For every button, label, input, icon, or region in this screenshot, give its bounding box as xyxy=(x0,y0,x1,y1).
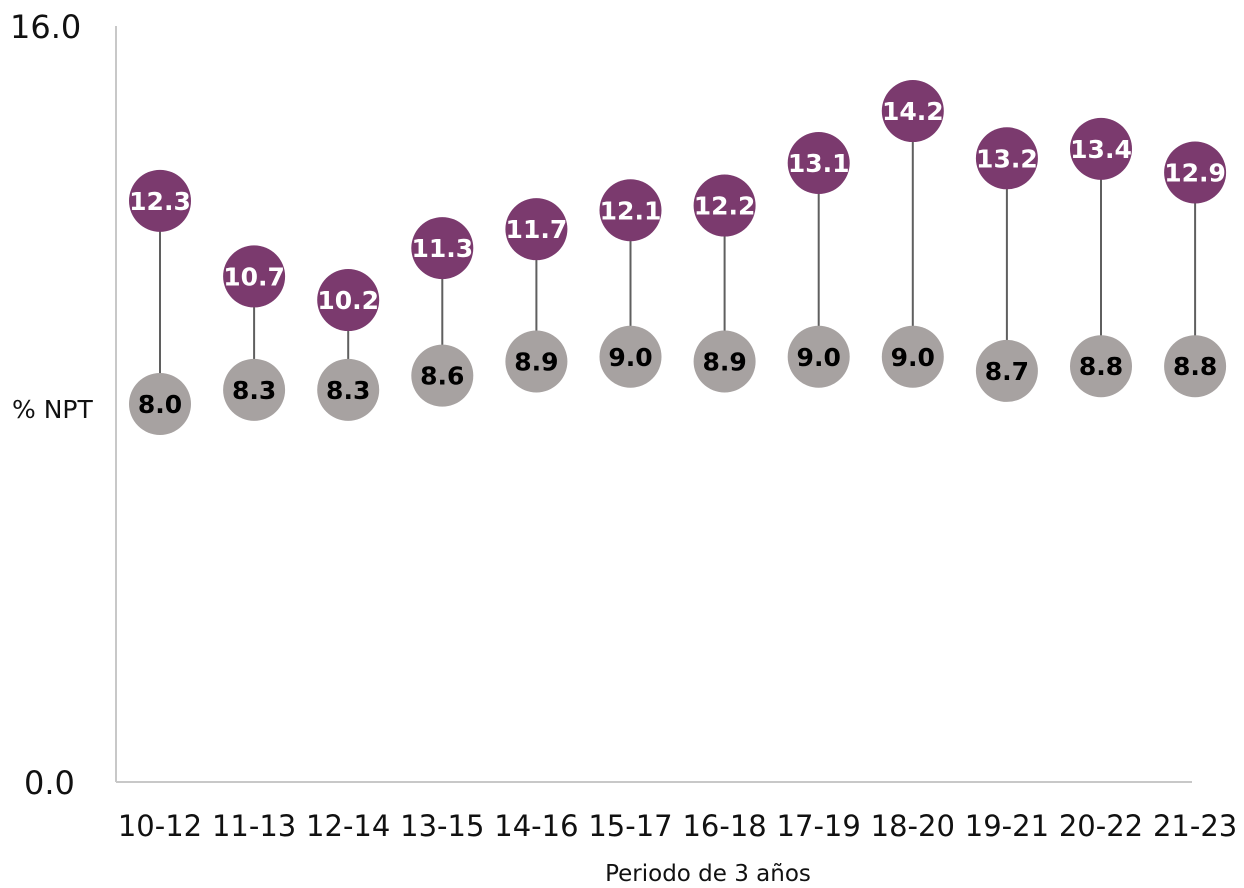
upper-dot xyxy=(129,169,191,232)
connector-lines xyxy=(159,111,1197,404)
x-tick-label: 11-13 xyxy=(212,809,296,843)
data-label: 13.4 xyxy=(1070,135,1132,164)
y-axis-label: % NPT xyxy=(12,395,93,424)
data-label: 9.0 xyxy=(608,343,652,372)
upper-dot xyxy=(693,174,756,237)
data-label: 8.0 xyxy=(138,390,182,419)
data-label: 12.1 xyxy=(600,196,662,225)
y-tick-label-min: 0.0 xyxy=(24,764,75,802)
data-label: 9.0 xyxy=(891,343,935,372)
lower-dot xyxy=(317,358,380,421)
data-label: 12.9 xyxy=(1164,158,1226,187)
data-label: 8.8 xyxy=(1079,352,1123,381)
upper-dot xyxy=(787,132,850,195)
data-label: 14.2 xyxy=(882,97,944,126)
data-label: 13.1 xyxy=(788,149,850,178)
data-label: 8.8 xyxy=(1173,352,1217,381)
series-lower-dots: 8.0 8.3 8.3 8.6 8.9 9.0 8.9 9.0 9.0 8.7 8.8 8.8 xyxy=(129,325,1227,435)
lower-dot xyxy=(787,325,850,388)
x-tick-label: 18-20 xyxy=(871,809,955,843)
data-label: 8.3 xyxy=(326,376,370,405)
upper-dot xyxy=(975,127,1038,190)
data-label: 11.3 xyxy=(411,234,473,263)
lower-dot xyxy=(411,344,474,407)
upper-dot xyxy=(505,198,568,261)
x-tick-label: 14-16 xyxy=(494,809,578,843)
data-label: 11.7 xyxy=(506,215,568,244)
data-label: 8.9 xyxy=(514,347,558,376)
lower-dot xyxy=(129,373,191,435)
x-tick-label: 16-18 xyxy=(682,809,766,843)
lower-dot xyxy=(599,325,662,388)
upper-dot xyxy=(411,217,474,280)
x-tick-label: 13-15 xyxy=(400,809,484,843)
upper-dot xyxy=(1164,141,1227,204)
x-axis-label: Periodo de 3 años xyxy=(605,861,811,887)
upper-dot xyxy=(317,269,380,332)
data-label: 9.0 xyxy=(797,343,841,372)
upper-dot xyxy=(881,80,944,143)
data-label: 10.7 xyxy=(223,262,285,291)
lower-dot xyxy=(1070,335,1132,398)
x-tick-labels: 10-12 11-13 12-14 13-15 14-16 15-17 16-18 17-19… xyxy=(118,809,1237,843)
lower-dot xyxy=(881,325,944,388)
series-upper-dots: 12.3 10.7 10.2 11.3 11.7 12.1 12.2 13.1 14.2 13.2… xyxy=(129,80,1227,332)
x-tick-label: 15-17 xyxy=(588,809,672,843)
x-tick-label: 10-12 xyxy=(118,809,202,843)
data-label: 10.2 xyxy=(317,286,379,315)
x-tick-label: 17-19 xyxy=(777,809,861,843)
data-label: 8.6 xyxy=(420,362,464,391)
x-tick-label: 20-22 xyxy=(1059,809,1143,843)
upper-dot xyxy=(223,245,286,308)
y-tick-label-max: 16.0 xyxy=(10,8,81,46)
data-label: 8.7 xyxy=(985,357,1029,386)
data-label: 12.2 xyxy=(694,192,756,221)
lower-dot xyxy=(693,330,756,393)
upper-dot xyxy=(1070,117,1132,180)
data-label: 12.3 xyxy=(129,187,191,216)
data-label: 13.2 xyxy=(976,144,1038,173)
lower-dot xyxy=(1164,335,1227,398)
x-tick-label: 21-23 xyxy=(1153,809,1237,843)
upper-dot xyxy=(599,179,662,242)
data-label: 8.3 xyxy=(232,376,276,405)
x-tick-label: 19-21 xyxy=(965,809,1049,843)
lower-dot xyxy=(505,330,568,393)
lower-dot xyxy=(975,339,1038,402)
data-label: 8.9 xyxy=(702,347,746,376)
lower-dot xyxy=(223,358,286,421)
x-tick-label: 12-14 xyxy=(306,809,390,843)
